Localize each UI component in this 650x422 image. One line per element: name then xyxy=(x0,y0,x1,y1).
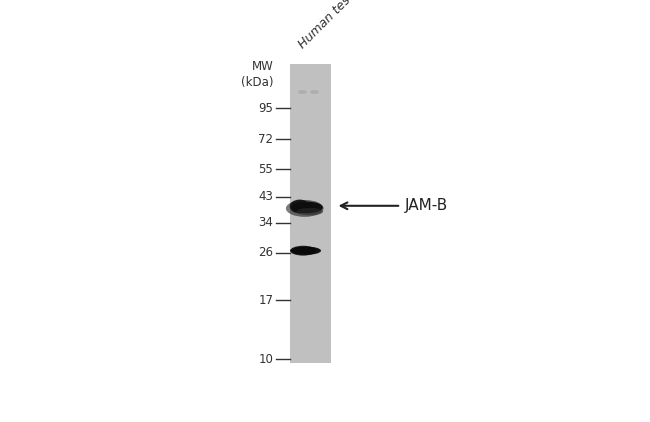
Ellipse shape xyxy=(286,200,324,217)
Bar xyxy=(291,273,331,288)
Bar xyxy=(291,303,331,318)
Bar xyxy=(291,318,331,333)
Text: JAM-B: JAM-B xyxy=(405,198,448,213)
Bar xyxy=(291,64,331,362)
Text: 95: 95 xyxy=(258,102,273,115)
Bar xyxy=(291,108,331,123)
Bar xyxy=(291,258,331,273)
Bar xyxy=(291,198,331,213)
Bar xyxy=(291,94,331,108)
Text: 72: 72 xyxy=(258,133,273,146)
Bar xyxy=(291,153,331,168)
Ellipse shape xyxy=(296,208,323,215)
Text: 17: 17 xyxy=(258,294,273,307)
Text: MW
(kDa): MW (kDa) xyxy=(240,60,273,89)
Bar xyxy=(291,348,331,362)
Bar xyxy=(291,183,331,198)
Text: 34: 34 xyxy=(258,216,273,230)
Bar xyxy=(291,243,331,258)
Ellipse shape xyxy=(298,90,307,94)
Bar xyxy=(291,288,331,303)
Ellipse shape xyxy=(291,246,316,256)
Bar xyxy=(291,333,331,348)
Bar xyxy=(291,213,331,228)
Text: 43: 43 xyxy=(258,190,273,203)
Ellipse shape xyxy=(290,246,321,255)
Ellipse shape xyxy=(302,248,319,254)
Ellipse shape xyxy=(310,90,319,94)
Bar xyxy=(291,138,331,153)
Bar xyxy=(291,78,331,94)
Text: 55: 55 xyxy=(259,163,273,176)
Bar xyxy=(291,228,331,243)
Ellipse shape xyxy=(290,200,309,213)
Bar xyxy=(291,123,331,138)
Bar xyxy=(291,168,331,183)
Text: 26: 26 xyxy=(258,246,273,259)
Ellipse shape xyxy=(292,202,323,213)
Text: 10: 10 xyxy=(258,353,273,366)
Bar xyxy=(291,64,331,78)
Text: Human testis: Human testis xyxy=(296,0,364,51)
